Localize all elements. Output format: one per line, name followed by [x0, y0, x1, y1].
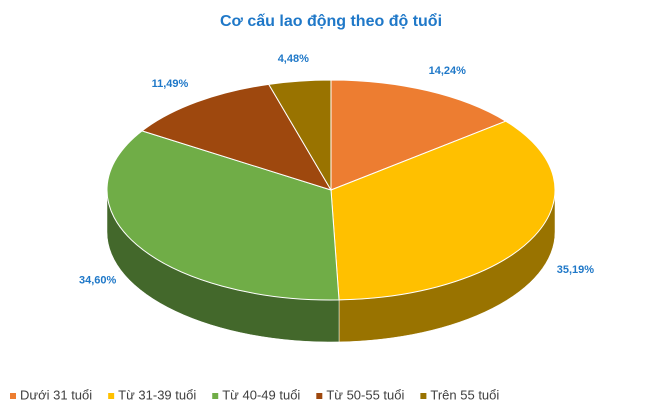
legend-label: Trên 55 tuổi [430, 387, 499, 402]
slice [267, 79, 332, 192]
legend-swatch [108, 393, 115, 399]
value-label: 34,60% [79, 275, 117, 287]
legend-swatch [316, 393, 323, 399]
value-label: 11,49% [152, 78, 189, 90]
chart-title: Cơ cấu lao động theo độ tuổi [220, 12, 442, 30]
value-label: 14,24% [429, 65, 467, 77]
value-label: 4,48% [278, 53, 309, 65]
slice [330, 120, 556, 301]
legend-label: Từ 50-55 tuổi [326, 387, 404, 402]
legend-label: Dưới 31 tuổi [20, 387, 92, 402]
legend-label: Từ 31-39 tuổi [118, 387, 196, 402]
legend-swatch [10, 393, 16, 399]
value-label: 35,19% [557, 264, 595, 276]
slice [106, 130, 340, 301]
legend-swatch [212, 393, 219, 399]
legend-label: Từ 40-49 tuổi [222, 387, 300, 402]
slice [330, 79, 507, 191]
legend-swatch [420, 393, 427, 399]
